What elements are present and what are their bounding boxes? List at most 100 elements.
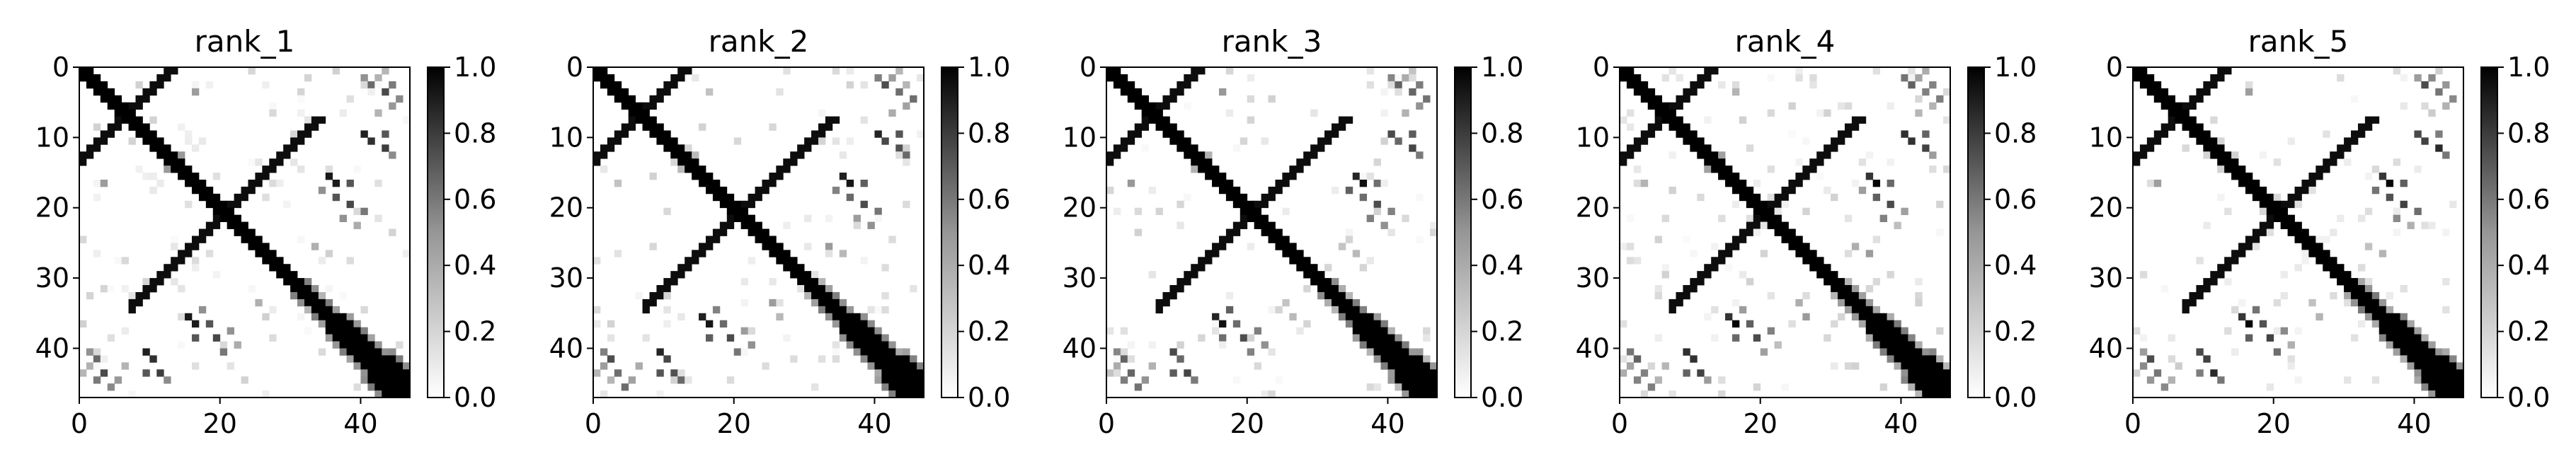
heatmap-cell bbox=[1816, 271, 1824, 279]
heatmap-cell bbox=[769, 250, 777, 257]
heatmap-cell bbox=[1338, 291, 1346, 300]
heatmap-cell bbox=[2146, 88, 2155, 96]
heatmap-cell bbox=[1380, 362, 1388, 370]
heatmap-cell bbox=[860, 116, 868, 124]
heatmap-cell bbox=[2414, 334, 2422, 342]
heatmap-cell bbox=[171, 166, 178, 173]
heatmap-cell bbox=[839, 334, 847, 342]
heatmap-cell bbox=[318, 291, 326, 300]
heatmap-cell bbox=[1901, 74, 1908, 82]
heatmap-cell bbox=[1303, 257, 1311, 265]
y-tick-label: 10 bbox=[549, 122, 583, 153]
heatmap-cell bbox=[2238, 173, 2246, 180]
heatmap-cell bbox=[719, 186, 728, 195]
colorbar-tick-label: 1.0 bbox=[2507, 52, 2550, 83]
heatmap-cell bbox=[832, 306, 840, 314]
heatmap-cell bbox=[1943, 390, 1951, 398]
heatmap-cell bbox=[1338, 123, 1346, 131]
heatmap-cell bbox=[1331, 306, 1339, 314]
heatmap-cell bbox=[1718, 158, 1726, 166]
heatmap-cell bbox=[156, 151, 164, 159]
heatmap-cell bbox=[142, 285, 150, 293]
heatmap-cell bbox=[1380, 327, 1388, 335]
heatmap-cell bbox=[1620, 74, 1627, 82]
heatmap-cell bbox=[1936, 383, 1944, 391]
heatmap-cell bbox=[1647, 362, 1656, 370]
heatmap-cell bbox=[1753, 214, 1761, 222]
heatmap-cell bbox=[227, 207, 234, 216]
heatmap-cell bbox=[1191, 144, 1198, 152]
heatmap-cell bbox=[846, 137, 854, 145]
heatmap-cell bbox=[1767, 327, 1775, 335]
heatmap-cell bbox=[1282, 243, 1290, 250]
heatmap-cell bbox=[2182, 123, 2189, 131]
heatmap-cell bbox=[374, 362, 382, 370]
heatmap-cell bbox=[1894, 327, 1901, 335]
heatmap-cell bbox=[128, 123, 136, 131]
heatmap-cell bbox=[1282, 179, 1290, 187]
panel-title: rank_2 bbox=[709, 24, 809, 59]
heatmap-cell bbox=[2449, 362, 2457, 370]
heatmap-cell bbox=[917, 74, 925, 82]
heatmap-cell bbox=[290, 130, 298, 138]
heatmap-cell bbox=[811, 137, 819, 145]
heatmap-cell bbox=[1711, 306, 1719, 314]
heatmap-cell bbox=[867, 362, 875, 370]
heatmap-cell bbox=[1402, 109, 1409, 117]
heatmap-cell bbox=[2196, 285, 2204, 293]
heatmap-cell bbox=[269, 306, 277, 314]
heatmap-cell bbox=[1683, 291, 1690, 300]
heatmap-cell bbox=[1359, 193, 1368, 202]
heatmap-cell bbox=[1310, 264, 1318, 272]
heatmap-cell bbox=[910, 362, 917, 370]
heatmap-cell bbox=[1380, 221, 1388, 229]
heatmap-frame bbox=[593, 66, 925, 398]
heatmap-cell bbox=[769, 173, 777, 180]
heatmap-cell bbox=[198, 193, 207, 202]
heatmap-cell bbox=[776, 88, 784, 96]
heatmap-cell bbox=[699, 123, 706, 131]
heatmap-cell bbox=[304, 306, 312, 314]
heatmap-cell bbox=[1865, 285, 1874, 293]
heatmap-cell bbox=[360, 306, 368, 314]
heatmap-cell bbox=[2168, 334, 2176, 342]
heatmap-cell bbox=[797, 144, 805, 152]
heatmap-cell bbox=[2252, 179, 2260, 187]
heatmap-cell bbox=[1191, 271, 1198, 279]
heatmap-cell bbox=[2245, 179, 2253, 187]
y-tick-label: 30 bbox=[1063, 262, 1097, 294]
heatmap-cell bbox=[191, 257, 200, 265]
heatmap-cell bbox=[867, 348, 875, 356]
heatmap-cell bbox=[100, 285, 108, 293]
heatmap-cell bbox=[818, 355, 826, 363]
heatmap-cell bbox=[600, 151, 608, 159]
heatmap-cell bbox=[191, 243, 200, 250]
heatmap-cell bbox=[656, 137, 664, 145]
heatmap-cell bbox=[1184, 151, 1191, 159]
heatmap-cell bbox=[149, 355, 157, 363]
heatmap-cell bbox=[149, 81, 157, 89]
heatmap-cell bbox=[156, 278, 164, 286]
heatmap-cell bbox=[1218, 186, 1227, 195]
heatmap-cell bbox=[79, 320, 87, 328]
heatmap-cell bbox=[1198, 158, 1206, 166]
heatmap-cell bbox=[1127, 88, 1135, 96]
heatmap-cell bbox=[2224, 166, 2232, 173]
heatmap-cell bbox=[874, 369, 882, 377]
heatmap-cell bbox=[1781, 200, 1789, 209]
heatmap-cell bbox=[853, 214, 861, 222]
heatmap-cell bbox=[846, 327, 854, 335]
heatmap-cell bbox=[171, 158, 178, 166]
heatmap-cell bbox=[762, 236, 769, 243]
heatmap-cell bbox=[121, 257, 129, 265]
heatmap-cell bbox=[670, 376, 678, 384]
heatmap-cell bbox=[2259, 193, 2267, 202]
heatmap-cell bbox=[677, 376, 685, 384]
heatmap-cell bbox=[2371, 320, 2380, 328]
heatmap-cell bbox=[2231, 306, 2239, 314]
heatmap-cell bbox=[290, 278, 298, 286]
heatmap-cell bbox=[1922, 348, 1930, 356]
heatmap-cell bbox=[748, 200, 755, 209]
heatmap-cell bbox=[910, 390, 917, 398]
heatmap-cell bbox=[1887, 334, 1894, 342]
